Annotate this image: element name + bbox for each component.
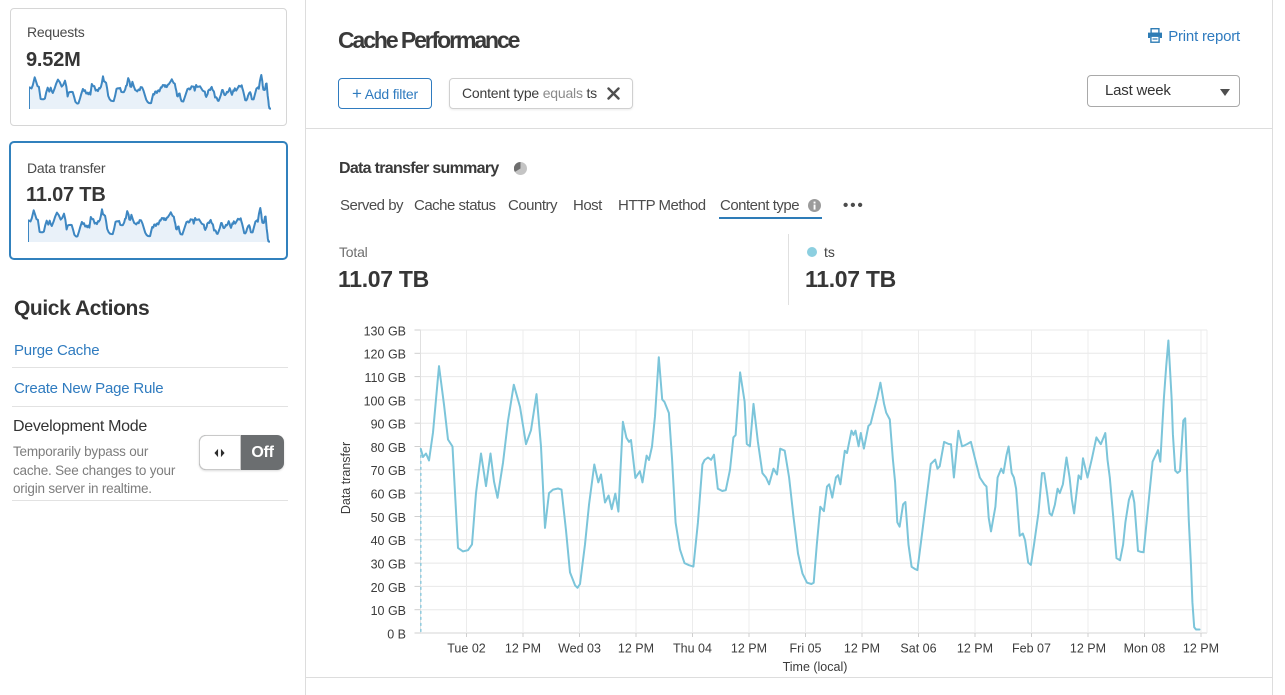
svg-text:Feb 07: Feb 07 — [1012, 642, 1051, 656]
svg-text:12 PM: 12 PM — [1183, 642, 1219, 656]
svg-text:20 GB: 20 GB — [371, 581, 406, 595]
svg-text:10 GB: 10 GB — [371, 604, 406, 618]
svg-text:Thu 04: Thu 04 — [673, 642, 712, 656]
svg-text:12 PM: 12 PM — [731, 642, 767, 656]
svg-text:90 GB: 90 GB — [371, 418, 406, 432]
svg-text:Wed 03: Wed 03 — [558, 642, 601, 656]
svg-text:12 PM: 12 PM — [618, 642, 654, 656]
svg-text:Time (local): Time (local) — [783, 660, 848, 674]
svg-text:12 PM: 12 PM — [505, 642, 541, 656]
svg-text:40 GB: 40 GB — [371, 534, 406, 548]
svg-text:12 PM: 12 PM — [1070, 642, 1106, 656]
svg-text:12 PM: 12 PM — [844, 642, 880, 656]
svg-text:70 GB: 70 GB — [371, 464, 406, 478]
svg-text:100 GB: 100 GB — [364, 394, 406, 408]
svg-text:110 GB: 110 GB — [365, 371, 406, 385]
svg-text:60 GB: 60 GB — [371, 488, 406, 502]
svg-text:Mon 08: Mon 08 — [1124, 642, 1166, 656]
svg-text:30 GB: 30 GB — [371, 558, 406, 572]
svg-text:50 GB: 50 GB — [371, 511, 406, 525]
svg-text:Tue 02: Tue 02 — [447, 642, 486, 656]
svg-text:120 GB: 120 GB — [364, 348, 406, 362]
svg-text:12 PM: 12 PM — [957, 642, 993, 656]
svg-text:Sat 06: Sat 06 — [900, 642, 936, 656]
svg-text:130 GB: 130 GB — [364, 324, 406, 338]
svg-text:80 GB: 80 GB — [371, 441, 406, 455]
svg-text:Fri 05: Fri 05 — [790, 642, 822, 656]
svg-text:Data transfer: Data transfer — [339, 442, 353, 514]
svg-text:0 B: 0 B — [387, 627, 406, 641]
